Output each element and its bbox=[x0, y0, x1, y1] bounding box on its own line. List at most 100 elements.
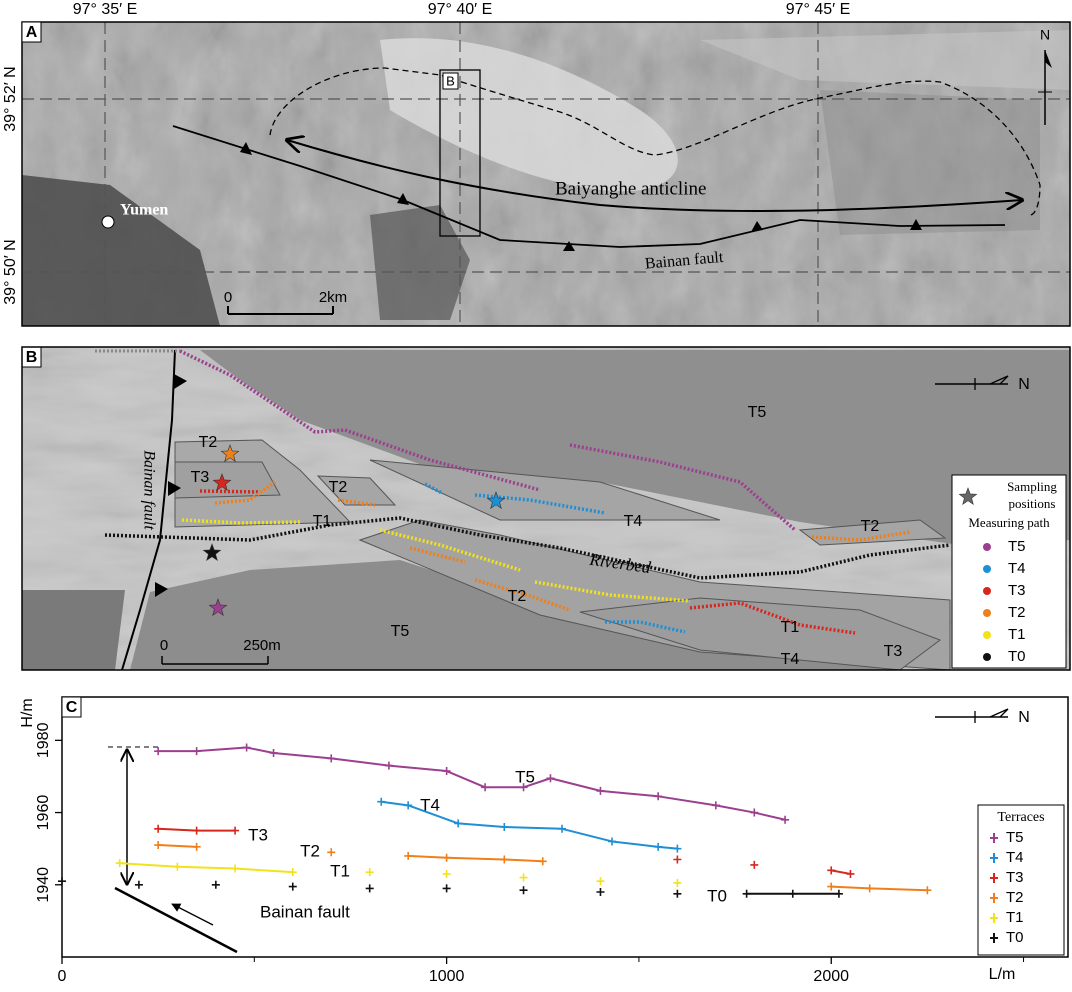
legend-label: T3 bbox=[1008, 582, 1026, 599]
annotation: T0 bbox=[707, 886, 727, 905]
data-point bbox=[923, 886, 932, 895]
data-point bbox=[750, 860, 759, 869]
data-point bbox=[442, 884, 451, 893]
measuring-path bbox=[104, 516, 951, 580]
sampling-star bbox=[220, 444, 240, 462]
data-point bbox=[538, 857, 547, 866]
legend-label: T0 bbox=[1006, 929, 1024, 946]
panel-b-extent bbox=[439, 69, 481, 237]
data-point bbox=[673, 855, 682, 864]
measuring-path bbox=[379, 528, 521, 572]
legend-swatch bbox=[990, 933, 998, 943]
legend-label: T1 bbox=[1008, 626, 1026, 643]
terrace-label: T2 bbox=[508, 588, 527, 605]
panel-b: Bainan fault Riverbed 0 250m N Sampling … bbox=[21, 346, 1071, 671]
profile-segment bbox=[331, 757, 390, 767]
anticline-label: Baiyanghe anticline bbox=[555, 178, 706, 199]
city-marker bbox=[101, 215, 115, 229]
terrace-label: T3 bbox=[191, 469, 210, 486]
data-point bbox=[442, 767, 451, 776]
legend-swatch bbox=[983, 609, 991, 617]
fault-line bbox=[172, 125, 1006, 248]
fault-tooth bbox=[751, 221, 763, 232]
data-point bbox=[134, 880, 143, 889]
profile-segment bbox=[381, 800, 409, 807]
panel-label: A bbox=[26, 24, 38, 41]
anticline-axis bbox=[287, 140, 1022, 213]
scale-label: 250m bbox=[243, 637, 281, 654]
data-point bbox=[519, 873, 528, 882]
fault-tooth bbox=[397, 193, 409, 205]
profile-segment bbox=[119, 862, 178, 868]
sampling-star bbox=[958, 487, 978, 505]
sampling-star bbox=[202, 543, 222, 561]
profile-segment bbox=[246, 746, 274, 754]
data-point bbox=[288, 882, 297, 891]
panel-label-bg bbox=[61, 696, 82, 718]
profile-segment bbox=[504, 858, 543, 863]
legend-label: T5 bbox=[1006, 829, 1024, 846]
fault-label: Bainan fault bbox=[644, 249, 724, 273]
profile-segment bbox=[869, 887, 928, 892]
fault-label: Bainan fault bbox=[140, 450, 157, 530]
annotation: T4 bbox=[420, 795, 440, 814]
profile-segment bbox=[446, 770, 486, 789]
data-point bbox=[327, 848, 336, 857]
field-area bbox=[22, 590, 125, 670]
measuring-path bbox=[811, 530, 911, 542]
annotation: T2 bbox=[300, 841, 320, 860]
fault-tooth bbox=[240, 142, 252, 155]
sampling-star bbox=[208, 598, 228, 616]
latitude-label: 39° 50′ N bbox=[2, 239, 19, 304]
data-point bbox=[846, 869, 855, 878]
box-label-bg bbox=[442, 72, 459, 90]
annotation: T1 bbox=[330, 861, 350, 880]
legend-swatch bbox=[990, 873, 998, 883]
x-axis-title: L/m bbox=[989, 966, 1016, 983]
measuring-path bbox=[534, 580, 691, 603]
measuring-path bbox=[474, 578, 571, 612]
terrace-t5 bbox=[200, 350, 1070, 545]
terrace-block bbox=[316, 475, 397, 506]
legend-swatch bbox=[990, 893, 998, 903]
sampling-star bbox=[212, 473, 232, 491]
y-axis-title: H/m bbox=[19, 698, 36, 727]
fault-motion-arrow bbox=[171, 903, 214, 926]
legend-label: T2 bbox=[1006, 889, 1024, 906]
profile-segment bbox=[446, 856, 505, 861]
panel-frame bbox=[21, 346, 1071, 671]
legend-title: positions bbox=[1009, 496, 1056, 511]
terrace-label: T5 bbox=[748, 404, 767, 421]
scale-label: 0 bbox=[224, 289, 232, 306]
measuring-path bbox=[179, 349, 541, 492]
panel-label-bg bbox=[21, 21, 42, 43]
legend-label: T2 bbox=[1008, 604, 1026, 621]
profile-segment bbox=[754, 811, 786, 821]
data-point bbox=[58, 877, 66, 886]
profile-segment bbox=[158, 844, 197, 848]
fault-line bbox=[121, 349, 176, 671]
data-point bbox=[519, 886, 528, 895]
fault-tooth bbox=[155, 582, 168, 597]
legend-title: Terraces bbox=[997, 810, 1044, 825]
profile-segment bbox=[158, 827, 197, 832]
terrace-label: T4 bbox=[624, 513, 643, 530]
data-point bbox=[781, 815, 790, 824]
legend-swatch bbox=[990, 833, 998, 843]
latitude-label: 39° 52′ N bbox=[2, 66, 19, 131]
measuring-path bbox=[689, 601, 856, 635]
profile-segment bbox=[561, 827, 613, 843]
scale-label: 0 bbox=[160, 637, 168, 654]
sampling-star bbox=[486, 491, 506, 509]
data-point bbox=[365, 884, 374, 893]
data-point bbox=[834, 889, 843, 898]
profile-segment bbox=[407, 804, 459, 825]
profile-segment bbox=[458, 822, 505, 828]
data-point bbox=[673, 889, 682, 898]
fault-trace bbox=[114, 886, 238, 954]
data-point bbox=[211, 880, 220, 889]
panel-frame bbox=[21, 21, 1071, 327]
north-label: N bbox=[1040, 27, 1050, 43]
terrace-block bbox=[579, 597, 942, 671]
